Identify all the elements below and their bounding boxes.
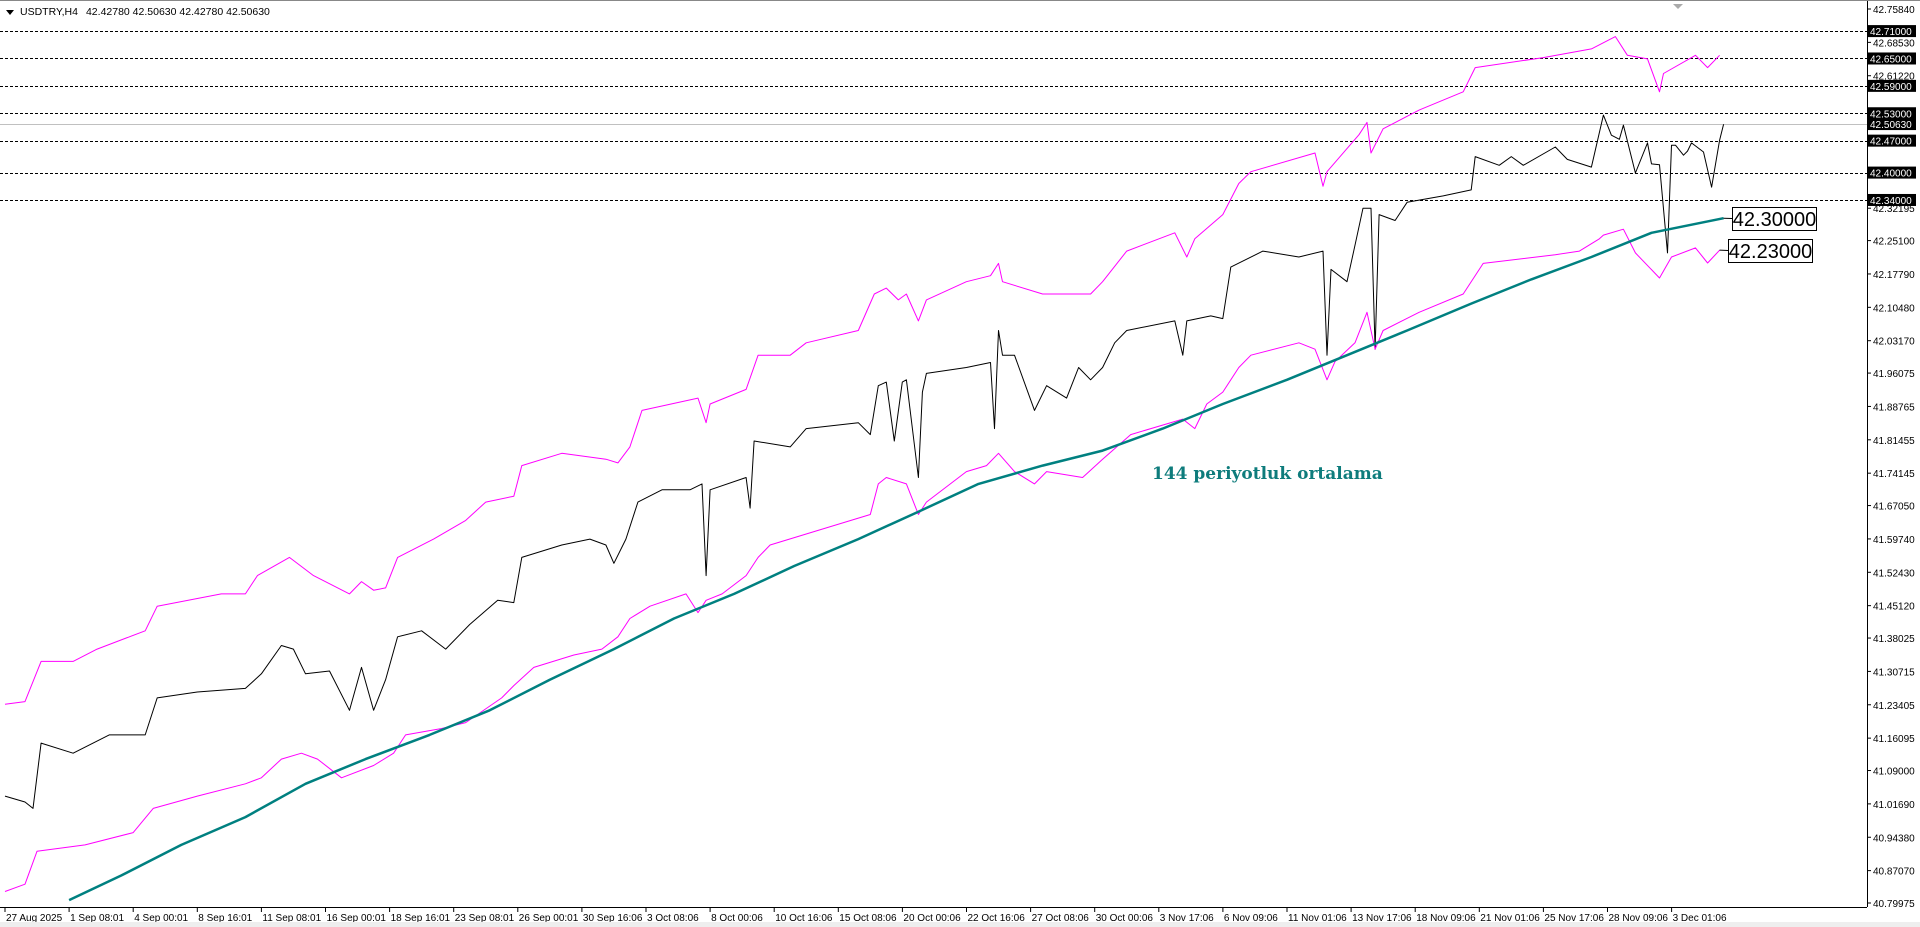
x-tick-label: 18 Sep 16:01 [391, 913, 451, 924]
level-label-box [1868, 134, 1916, 147]
y-tick-label: 40.87070 [1873, 867, 1915, 878]
y-tick-label: 42.10480 [1873, 303, 1915, 314]
x-tick-label: 27 Aug 2025 [6, 913, 63, 924]
level-label-box [1868, 52, 1916, 65]
x-tick-label: 11 Nov 01:06 [1288, 913, 1347, 924]
chart-header: USDTRY,H4 42.42780 42.50630 42.42780 42.… [6, 6, 270, 18]
x-tick-label: 28 Nov 09:06 [1609, 913, 1669, 924]
moving-average-line [68, 216, 1724, 902]
x-tick-label: 30 Oct 00:06 [1096, 913, 1154, 924]
value-box-label: 42.23000 [1729, 241, 1812, 263]
x-tick-label: 15 Oct 08:06 [839, 913, 897, 924]
x-tick-label: 26 Sep 00:01 [519, 913, 579, 924]
y-tick-label: 41.30715 [1873, 667, 1915, 678]
level-label: 42.71000 [1870, 27, 1912, 38]
y-tick-label: 42.75840 [1873, 5, 1915, 16]
ohlc-values: 42.42780 42.50630 42.42780 42.50630 [85, 6, 270, 18]
y-tick-label: 42.25100 [1873, 237, 1915, 248]
x-tick-label: 11 Sep 08:01 [262, 913, 321, 924]
y-tick-label: 41.01690 [1873, 800, 1915, 811]
level-label: 42.40000 [1870, 169, 1912, 180]
y-tick-label: 40.79975 [1873, 899, 1915, 910]
triangle-down-icon[interactable] [6, 9, 14, 15]
x-tick-label: 4 Sep 00:01 [134, 913, 188, 924]
x-tick-label: 23 Sep 08:01 [455, 913, 515, 924]
level-label-box [1868, 25, 1916, 38]
envelope-upper-line [4, 36, 1720, 705]
x-tick-label: 30 Sep 16:06 [583, 913, 643, 924]
envelope-lower-line [4, 228, 1720, 892]
x-tick-label: 10 Oct 16:06 [775, 913, 833, 924]
x-tick-label: 22 Oct 16:06 [968, 913, 1026, 924]
level-labels: 42.71000 42.65000 42.59000 42.53000 42.47000… [1868, 25, 1916, 207]
shift-marker-icon[interactable] [1673, 4, 1683, 9]
x-tick-label: 13 Nov 17:06 [1352, 913, 1412, 924]
y-tick-label: 41.67050 [1873, 502, 1915, 513]
y-tick-label: 42.68530 [1873, 38, 1915, 49]
y-tick-label: 41.88765 [1873, 402, 1915, 413]
y-ticks: 42.75840 42.68530 42.61220 42.32195 42.25100… [1867, 5, 1915, 910]
y-tick-label: 42.03170 [1873, 337, 1915, 348]
level-label: 42.50630 [1870, 120, 1912, 131]
y-tick-label: 41.09000 [1873, 767, 1915, 778]
level-label: 42.47000 [1870, 137, 1912, 148]
y-tick-label: 41.16095 [1873, 734, 1915, 745]
level-label: 42.59000 [1870, 82, 1912, 93]
y-tick-label: 41.38025 [1873, 634, 1915, 645]
x-ticks: 27 Aug 2025 1 Sep 08:01 4 Sep 00:01 8 Sep 1… [4, 907, 1727, 924]
level-label-box [1868, 193, 1916, 206]
price-line [4, 114, 1725, 809]
x-tick-label: 8 Oct 00:06 [711, 913, 763, 924]
horizontal-levels [0, 31, 1867, 201]
series-group [4, 36, 1725, 902]
level-label: 42.65000 [1870, 54, 1912, 65]
axes [0, 0, 1920, 908]
x-tick-label: 27 Oct 08:06 [1032, 913, 1090, 924]
x-tick-label: 3 Oct 08:06 [647, 913, 699, 924]
y-tick-label: 42.61220 [1873, 72, 1915, 83]
value-box [1728, 239, 1813, 263]
level-label-box [1868, 166, 1916, 179]
x-tick-label: 21 Nov 01:06 [1480, 913, 1540, 924]
x-tick-label: 8 Sep 16:01 [198, 913, 252, 924]
value-box-label: 42.30000 [1733, 209, 1816, 231]
symbol-label: USDTRY,H4 [20, 6, 78, 18]
x-tick-label: 16 Sep 00:01 [327, 913, 387, 924]
x-tick-label: 18 Nov 09:06 [1416, 913, 1476, 924]
x-tick-label: 3 Nov 17:06 [1160, 913, 1214, 924]
x-tick-label: 1 Sep 08:01 [70, 913, 124, 924]
y-tick-label: 42.32195 [1873, 204, 1915, 215]
x-tick-label: 25 Nov 17:06 [1544, 913, 1604, 924]
value-box [1732, 207, 1817, 231]
value-boxes: 42.30000 42.23000 [1719, 207, 1817, 263]
x-tick-label: 20 Oct 00:06 [903, 913, 961, 924]
y-tick-label: 42.17790 [1873, 270, 1915, 281]
y-tick-label: 41.74145 [1873, 469, 1915, 480]
y-tick-label: 41.81455 [1873, 436, 1915, 447]
level-label-box [1868, 107, 1916, 120]
y-tick-label: 41.52430 [1873, 568, 1915, 579]
bottom-strip [0, 922, 1920, 927]
x-tick-label: 6 Nov 09:06 [1224, 913, 1278, 924]
y-tick-label: 41.96075 [1873, 369, 1915, 380]
level-label-box [1868, 118, 1916, 131]
level-label-box [1868, 79, 1916, 92]
level-label: 42.53000 [1870, 109, 1912, 120]
level-label: 42.34000 [1870, 196, 1912, 207]
y-tick-label: 41.59740 [1873, 535, 1915, 546]
x-tick-label: 3 Dec 01:06 [1673, 913, 1727, 924]
y-tick-label: 41.23405 [1873, 701, 1915, 712]
y-tick-label: 41.45120 [1873, 602, 1915, 613]
y-tick-label: 40.94380 [1873, 833, 1915, 844]
ma-annotation: 144 periyotluk ortalama [1152, 464, 1383, 484]
